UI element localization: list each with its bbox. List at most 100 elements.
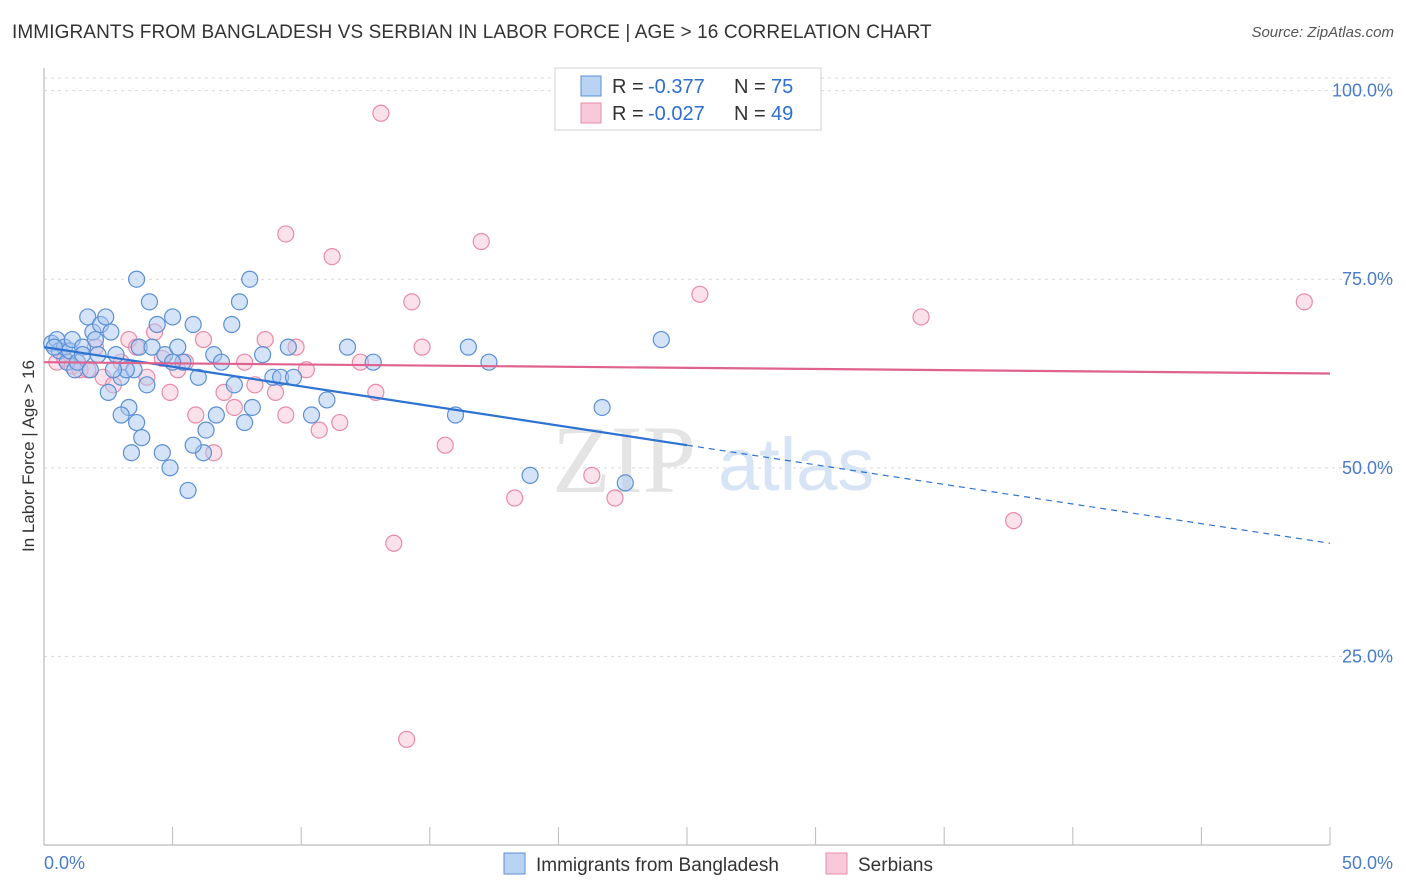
serbians-point-40 — [472, 232, 490, 251]
serbians-point-14 — [161, 383, 179, 401]
bangladesh-point-26 — [143, 338, 161, 356]
serbians-point-41 — [506, 489, 524, 507]
bangladesh-point-48 — [236, 413, 254, 432]
bangladesh-point-65 — [225, 376, 243, 394]
bangladesh-point-73 — [616, 474, 634, 492]
bangladesh-point-13 — [86, 330, 105, 349]
bangladesh-point-39 — [241, 270, 259, 288]
bangladesh-point-43 — [140, 293, 159, 311]
y-axis-label: In Labor Force | Age > 16 — [19, 360, 38, 552]
serbians-trend — [43, 361, 1331, 375]
legend-n-label-1: N = — [734, 76, 766, 98]
bangladesh-point-67 — [112, 406, 130, 424]
serbians-point-33 — [385, 534, 403, 552]
serbians-point-22 — [236, 353, 254, 371]
serbians-point-28 — [297, 361, 315, 379]
legend-r-label-1: R = — [612, 76, 644, 98]
serbians-point-43 — [606, 489, 624, 507]
bangladesh-point-17 — [107, 346, 125, 364]
bangladesh-point-71 — [521, 466, 539, 484]
serbians-point-30 — [331, 413, 349, 432]
serbians-point-37 — [277, 225, 295, 243]
bangladesh-point-63 — [184, 436, 202, 454]
y-tick-label-25: 25.0% — [1342, 646, 1393, 666]
x-tick-marks — [43, 827, 1331, 845]
bangladesh-point-16 — [102, 323, 120, 341]
bangladesh-point-56 — [338, 338, 357, 356]
serbians-point-34 — [398, 730, 416, 748]
legend-n-label-2: N = — [734, 103, 766, 125]
bottom-legend-label-serbians: Serbians — [858, 855, 933, 876]
bangladesh-point-38 — [230, 293, 249, 311]
serbians-point-47 — [1005, 512, 1023, 530]
serbians-point-17 — [187, 406, 205, 424]
serbians-point-42 — [583, 466, 601, 484]
serbians-point-45 — [691, 285, 709, 303]
bottom-legend-swatch-serbians — [825, 852, 848, 875]
bangladesh-point-44 — [122, 444, 141, 462]
bangladesh-point-25 — [138, 376, 156, 394]
serbians-point-36 — [323, 247, 341, 266]
legend-n-value-2: 49 — [771, 103, 793, 125]
bangladesh-points — [43, 270, 670, 500]
bangladesh-point-72 — [593, 398, 611, 417]
serbians-point-48 — [1295, 293, 1313, 311]
x-tick-label-min: 0.0% — [44, 853, 85, 873]
chart-source: Source: ZipAtlas.com — [1251, 24, 1394, 41]
bangladesh-point-59 — [459, 338, 477, 356]
bangladesh-point-69 — [480, 353, 498, 371]
legend-r-label-2: R = — [612, 103, 644, 125]
bangladesh-point-29 — [164, 308, 182, 326]
bangladesh-point-42 — [127, 270, 146, 288]
serbians-point-35 — [403, 293, 421, 311]
bangladesh-point-66 — [104, 361, 123, 379]
bangladesh-point-68 — [127, 413, 146, 432]
serbians-point-24 — [256, 330, 274, 349]
y-tick-label-100: 100.0% — [1332, 81, 1393, 101]
serbians-point-38 — [413, 338, 431, 356]
watermark-zip: ZIP — [552, 406, 696, 513]
legend-r-value-1: -0.377 — [648, 76, 705, 98]
y-tick-label-75: 75.0% — [1342, 269, 1393, 289]
bangladesh-point-36 — [212, 353, 231, 371]
x-tick-label-max: 50.0% — [1342, 853, 1393, 873]
bangladesh-point-62 — [161, 459, 179, 477]
bangladesh-point-70 — [652, 330, 670, 349]
bangladesh-point-40 — [99, 383, 117, 401]
serbians-point-26 — [277, 406, 295, 424]
bangladesh-point-50 — [254, 346, 272, 364]
y-tick-labels: 25.0% 50.0% 75.0% 100.0% — [1332, 81, 1393, 667]
bangladesh-point-32 — [184, 315, 202, 334]
serbians-point-44 — [372, 104, 390, 122]
legend-box: R = -0.377 N = 75 R = -0.027 N = 49 — [554, 67, 822, 131]
bangladesh-point-30 — [169, 338, 187, 356]
bangladesh-point-54 — [302, 406, 321, 424]
serbians-point-39 — [436, 436, 454, 454]
serbians-point-18 — [194, 330, 213, 349]
bangladesh-trend-dashed — [686, 444, 1331, 544]
chart-title: IMMIGRANTS FROM BANGLADESH VS SERBIAN IN… — [12, 22, 932, 43]
serbians-point-25 — [266, 383, 285, 401]
legend-swatch-serbians — [580, 102, 602, 124]
legend-swatch-bangladesh — [580, 75, 602, 97]
serbians-point-21 — [225, 398, 243, 417]
bottom-legend-label-bangladesh: Immigrants from Bangladesh — [536, 855, 779, 876]
bangladesh-point-64 — [207, 406, 225, 424]
legend-n-value-1: 75 — [771, 76, 793, 98]
bangladesh-point-49 — [243, 398, 261, 417]
bangladesh-point-61 — [133, 429, 151, 447]
legend-r-value-2: -0.027 — [648, 103, 705, 125]
y-tick-label-50: 50.0% — [1342, 458, 1393, 478]
bangladesh-point-57 — [364, 353, 382, 371]
bangladesh-point-74 — [279, 338, 297, 356]
bangladesh-point-55 — [318, 391, 336, 409]
bottom-legend: Immigrants from Bangladesh Serbians — [503, 852, 933, 876]
bangladesh-point-45 — [153, 444, 171, 462]
serbians-point-29 — [310, 421, 328, 439]
bangladesh-point-37 — [223, 315, 241, 334]
trend-lines — [43, 346, 1331, 544]
bangladesh-point-19 — [81, 361, 99, 379]
bangladesh-point-15 — [97, 308, 115, 326]
bangladesh-point-53 — [284, 368, 303, 386]
